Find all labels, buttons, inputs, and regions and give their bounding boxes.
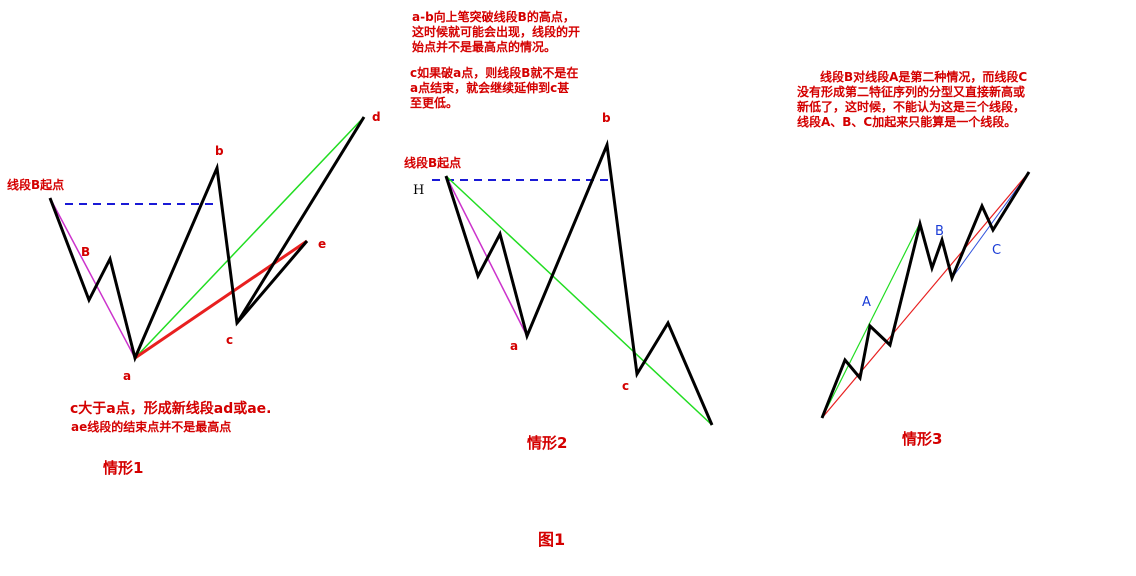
s3-label-c: C xyxy=(992,243,1002,258)
figure-caption: 图1 xyxy=(538,530,566,549)
s2-note-top-line1: a-b向上笔突破线段B的高点， xyxy=(412,10,575,24)
s1-c-to-d-stroke xyxy=(235,116,366,324)
s1-point-e-label: e xyxy=(318,237,327,251)
s1-note-line1: c大于a点，形成新线段ad或ae. xyxy=(70,401,272,417)
s3-caption: 情形3 xyxy=(902,430,943,448)
s2-note-mid-line1: c如果破a点，则线段B就不是在 xyxy=(410,66,579,80)
s3-note-line4: 线段A、B、C加起来只能算是一个线段。 xyxy=(797,115,1017,129)
s2-price-stroke xyxy=(444,139,714,426)
s3-note-line2: 没有形成第二特征序列的分型又直接新高或 xyxy=(797,85,1026,99)
s1-segment-ad-line xyxy=(134,116,365,359)
s1-segment-b-label: B xyxy=(81,245,91,259)
s2-start-label: 线段B起点 xyxy=(404,156,462,170)
s2-point-a-label: a xyxy=(510,339,519,353)
s3-green-line-a xyxy=(821,222,921,419)
s3-note: 线段B对线段A是第二种情况，而线段C 没有形成第二特征序列的分型又直接新高或 新… xyxy=(797,70,1027,130)
s1-segment-ae-line xyxy=(134,239,308,360)
scenario1-drawing xyxy=(48,116,366,363)
s1-point-b-label: b xyxy=(215,144,224,158)
s3-label-a: A xyxy=(862,295,871,310)
s2-note-top: a-b向上笔突破线段B的高点， 这时候就可能会出现，线段的开 始点并不是最高点的… xyxy=(412,10,580,55)
s2-caption: 情形2 xyxy=(527,434,568,452)
s2-segment-b-line xyxy=(445,175,528,337)
s1-point-c-label: c xyxy=(226,333,234,347)
s2-note-top-line3: 始点并不是最高点的情况。 xyxy=(412,40,557,54)
s3-label-b: B xyxy=(935,224,944,239)
s1-caption: 情形1 xyxy=(103,459,144,477)
scenario2-drawing xyxy=(432,139,714,426)
s2-note-mid-line2: a点结束，就会继续延伸到c甚 xyxy=(410,81,570,95)
s1-note-line2: ae线段的结束点并不是最高点 xyxy=(71,420,232,434)
s2-note-mid: c如果破a点，则线段B就不是在 a点结束，就会继续延伸到c甚 至更低。 xyxy=(410,66,578,111)
s2-note-mid-line3: 至更低。 xyxy=(410,96,459,110)
s3-note-line1: 线段B对线段A是第二种情况，而线段C xyxy=(820,70,1028,84)
s2-note-top-line2: 这时候就可能会出现，线段的开 xyxy=(412,25,581,39)
s1-segment-b-line xyxy=(49,197,136,359)
s2-point-b-label: b xyxy=(602,111,611,125)
s2-high-label: H xyxy=(413,183,425,198)
s2-point-c-label: c xyxy=(622,379,630,393)
s1-start-label: 线段B起点 xyxy=(7,178,65,192)
scenario3-drawing xyxy=(820,171,1031,419)
s3-note-line3: 新低了，这时候，不能认为这是三个线段， xyxy=(797,100,1026,114)
s1-point-a-label: a xyxy=(123,369,132,383)
s2-green-line xyxy=(445,175,713,426)
s3-price-stroke xyxy=(820,171,1031,419)
s1-point-d-label: d xyxy=(372,110,381,124)
s3-red-trend-line xyxy=(821,171,1030,419)
